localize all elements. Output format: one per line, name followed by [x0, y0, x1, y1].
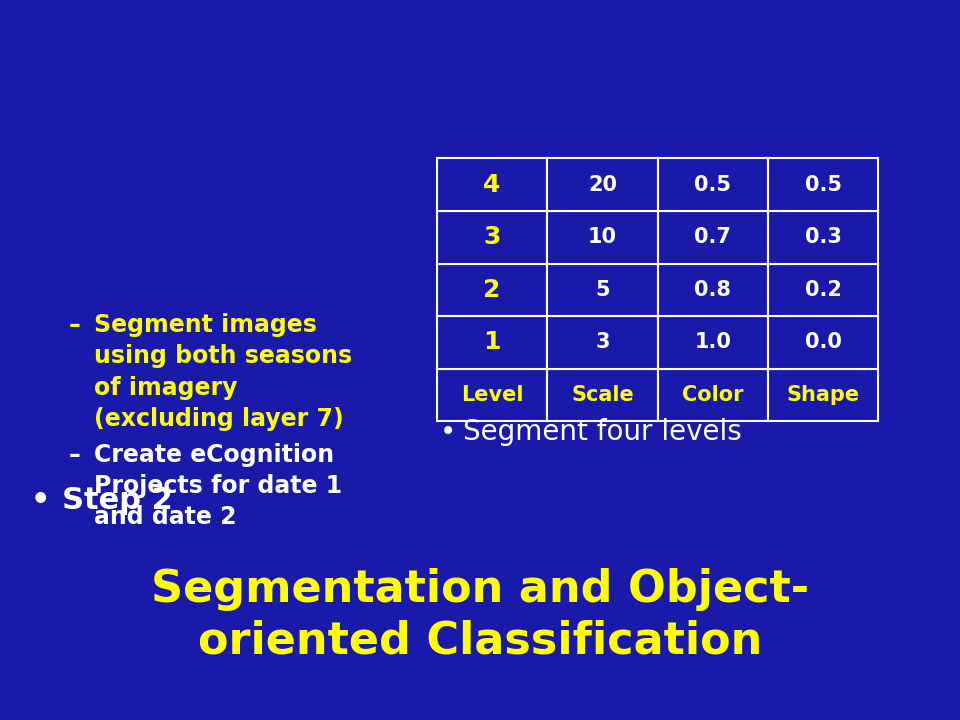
Text: 1.0: 1.0 — [694, 333, 732, 352]
Bar — [547, 316, 658, 369]
Bar — [547, 264, 658, 316]
Bar — [658, 369, 768, 421]
Bar — [768, 158, 878, 211]
Text: –: – — [69, 313, 81, 337]
Text: Create eCognition
Projects for date 1
and date 2: Create eCognition Projects for date 1 an… — [94, 443, 342, 529]
Text: 0.5: 0.5 — [694, 175, 732, 194]
Bar — [547, 369, 658, 421]
Bar — [658, 158, 768, 211]
Text: 4: 4 — [483, 173, 501, 197]
Bar — [437, 158, 547, 211]
Bar — [437, 211, 547, 264]
Text: Step 2: Step 2 — [62, 486, 173, 515]
Text: 1: 1 — [483, 330, 501, 354]
Text: Scale: Scale — [571, 385, 634, 405]
Bar — [437, 264, 547, 316]
Bar — [768, 369, 878, 421]
Bar — [547, 158, 658, 211]
Bar — [768, 264, 878, 316]
Text: 20: 20 — [588, 175, 617, 194]
Bar — [768, 211, 878, 264]
Text: 0.7: 0.7 — [694, 228, 732, 247]
Text: 0.2: 0.2 — [804, 280, 842, 300]
Text: Level: Level — [461, 385, 523, 405]
Text: •: • — [440, 418, 456, 446]
Text: 2: 2 — [483, 278, 501, 302]
Bar — [768, 316, 878, 369]
Text: 3: 3 — [483, 225, 501, 249]
Text: 0.5: 0.5 — [804, 175, 842, 194]
Text: •: • — [31, 486, 50, 515]
Text: 10: 10 — [588, 228, 617, 247]
Bar — [658, 211, 768, 264]
Bar — [437, 316, 547, 369]
Text: Segmentation and Object-
oriented Classification: Segmentation and Object- oriented Classi… — [151, 568, 809, 663]
Text: Segment images
using both seasons
of imagery
(excluding layer 7): Segment images using both seasons of ima… — [94, 313, 352, 431]
Bar — [658, 316, 768, 369]
Text: Segment four levels: Segment four levels — [463, 418, 741, 446]
Text: 0.0: 0.0 — [804, 333, 842, 352]
Text: Shape: Shape — [786, 385, 860, 405]
Text: 0.8: 0.8 — [694, 280, 732, 300]
Text: 0.3: 0.3 — [804, 228, 842, 247]
Bar — [437, 369, 547, 421]
Text: 5: 5 — [595, 280, 610, 300]
Text: –: – — [69, 443, 81, 467]
Bar — [547, 211, 658, 264]
Text: Color: Color — [682, 385, 744, 405]
Bar — [658, 264, 768, 316]
Text: 3: 3 — [595, 333, 610, 352]
